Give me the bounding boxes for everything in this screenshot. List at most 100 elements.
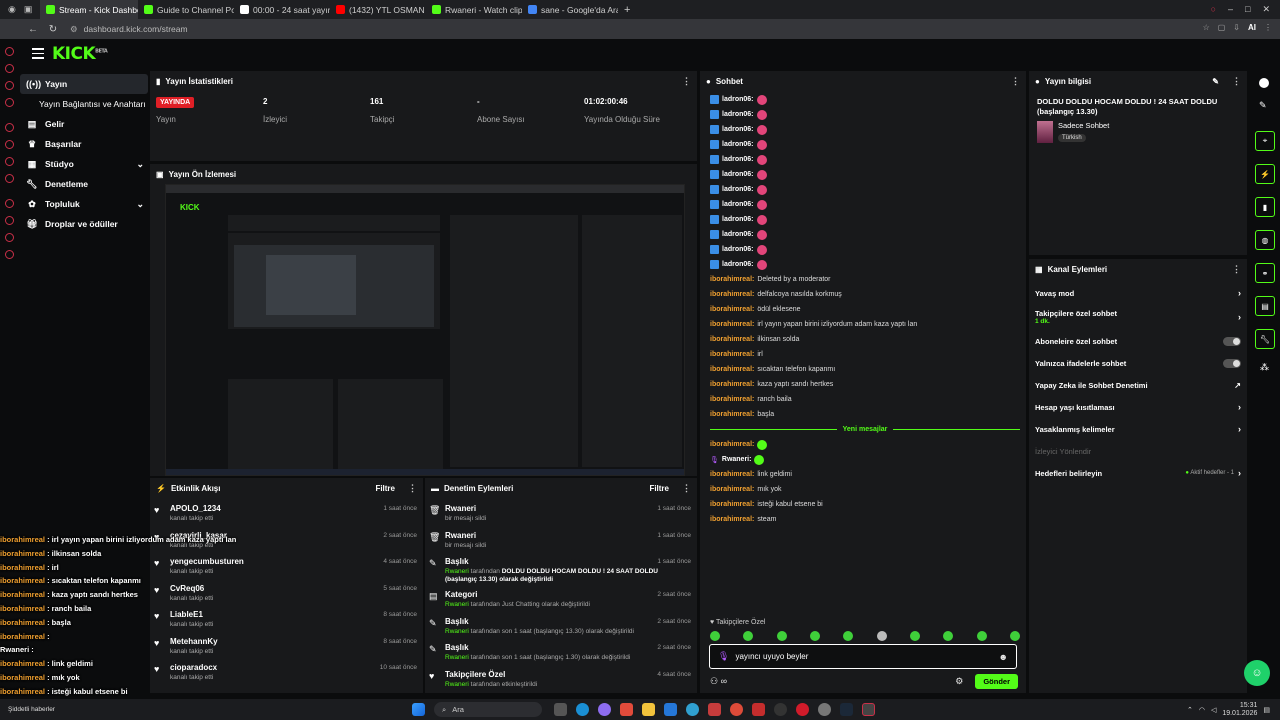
opera-icon[interactable] [796, 703, 809, 716]
quick-emote-icon[interactable] [743, 631, 754, 641]
stats-menu-icon[interactable]: ⋮ [682, 75, 691, 86]
chat-username[interactable]: ladron06: [722, 231, 754, 238]
quick-emote-icon[interactable] [976, 631, 987, 641]
chat-username[interactable]: iborahimreal: [710, 291, 755, 298]
chat-username[interactable]: ladron06: [722, 111, 754, 118]
bookmark-11-icon[interactable] [5, 233, 14, 242]
nav-yayin[interactable]: ((•)) Yayın [20, 74, 148, 94]
taskbar-search[interactable]: ⌕ Ara [434, 702, 542, 717]
chat-username[interactable]: ladron06: [722, 201, 754, 208]
chat-username[interactable]: ladron06: [722, 96, 754, 103]
chat-username[interactable]: iborahimreal: [710, 381, 755, 388]
chrome-icon[interactable] [730, 703, 743, 716]
rail-action-4-icon[interactable]: ◍ [1255, 230, 1275, 250]
chat-username[interactable]: iborahimreal: [710, 486, 755, 493]
rail-action-3-icon[interactable]: ▮ [1255, 197, 1275, 217]
stream-info-menu-icon[interactable]: ⋮ [1232, 75, 1241, 86]
chat-input-box[interactable]: 🎙︎ yayıncı uyuyo beyler ☻ [709, 644, 1017, 669]
bookmark-4-icon[interactable] [5, 98, 14, 107]
rail-more-icon[interactable]: ⁂ [1260, 362, 1269, 372]
search-tabs-icon[interactable]: ○ [1210, 4, 1216, 14]
browser-tab[interactable]: sane - Google'da Ara [522, 0, 618, 19]
nav-basarilar[interactable]: ♛ Başarılar [20, 134, 148, 154]
nav-studyo[interactable]: ▦ Stüdyo ⌄ [20, 154, 148, 174]
kick-app-icon[interactable] [862, 703, 875, 716]
bookmark-5-icon[interactable] [5, 123, 14, 132]
nav-topluluk[interactable]: ✿ Topluluk ⌄ [20, 194, 148, 214]
category-name[interactable]: Sadece Sohbet [1058, 121, 1110, 130]
chat-username[interactable]: iborahimreal: [710, 336, 755, 343]
bookmark-1-icon[interactable] [5, 47, 14, 56]
chat-username[interactable]: ladron06: [722, 156, 754, 163]
chat-username[interactable]: ladron06: [722, 261, 754, 268]
store-icon[interactable] [664, 703, 677, 716]
nav-droplar[interactable]: 🎁︎ Droplar ve ödüller [20, 214, 148, 234]
maximize-icon[interactable]: □ [1245, 4, 1251, 14]
quick-emote-icon[interactable] [809, 631, 820, 641]
extension-icon[interactable]: ▢ [1217, 23, 1226, 32]
app-shield-icon[interactable] [708, 703, 721, 716]
moderation-menu-icon[interactable]: ⋮ [682, 482, 691, 493]
account-age-row[interactable]: Hesap yaşı kısıtlaması › [1029, 396, 1247, 418]
bookmark-9-icon[interactable] [5, 199, 14, 208]
quick-emote-icon[interactable] [710, 631, 720, 641]
chat-username[interactable]: iborahimreal: [710, 441, 755, 448]
chat-username[interactable]: ladron06: [722, 246, 754, 253]
weather-widget[interactable]: Şiddetli haberler [0, 706, 150, 713]
floating-chat-button[interactable]: ☺ [1244, 660, 1270, 686]
ai-moderation-row[interactable]: Yapay Zeka ile Sohbet Denetimi ↗ [1029, 374, 1247, 396]
quick-emote-icon[interactable] [843, 631, 854, 641]
settings-icon[interactable] [818, 703, 831, 716]
menu-icon[interactable] [32, 48, 44, 62]
browser-tab[interactable]: Guide to Channel Points [138, 0, 234, 19]
task-view-icon[interactable] [554, 703, 567, 716]
quick-emote-icon[interactable] [776, 631, 787, 641]
bookmark-2-icon[interactable] [5, 64, 14, 73]
app-red-icon[interactable] [620, 703, 633, 716]
activity-user[interactable]: LiableE1 [170, 610, 203, 619]
tray-chevron-icon[interactable]: ⌃ [1186, 706, 1193, 714]
chat-username[interactable]: iborahimreal: [710, 351, 755, 358]
community-actions-icon[interactable]: ⚇ ∞ [710, 675, 727, 686]
kick-logo[interactable]: KICKBETA [52, 44, 108, 64]
chat-username[interactable]: Rwaneri: [721, 456, 752, 463]
quick-emote-icon[interactable] [1009, 631, 1020, 641]
app-w-icon[interactable] [752, 703, 765, 716]
pencil-icon[interactable]: ✎ [1259, 100, 1267, 110]
mic-icon[interactable]: 🎙︎ [718, 651, 730, 661]
send-button[interactable]: Gönder [975, 673, 1018, 689]
browser-tab[interactable]: (1432) YTL OSMAN UKRA [330, 0, 426, 19]
activity-user[interactable]: cioparadocx [170, 663, 218, 672]
stream-preview-video[interactable]: KICK [165, 184, 685, 476]
chat-username[interactable]: ladron06: [722, 216, 754, 223]
rail-action-7-icon[interactable]: 🔧︎ [1255, 329, 1275, 349]
nav-stream-key[interactable]: Yayın Bağlantısı ve Anahtarı [39, 99, 146, 109]
channel-actions-menu-icon[interactable]: ⋮ [1232, 263, 1241, 274]
chat-username[interactable]: iborahimreal: [710, 471, 755, 478]
chat-username[interactable]: iborahimreal: [710, 276, 755, 283]
new-tab-button[interactable]: + [624, 3, 631, 16]
chat-username[interactable]: ladron06: [722, 186, 754, 193]
browser-menu-icon[interactable]: ⋮ [1264, 23, 1272, 32]
tab-list-icon[interactable]: ▣ [23, 4, 33, 14]
notifications-icon[interactable]: ▤ [1263, 706, 1270, 714]
rail-action-5-icon[interactable]: ⚭ [1255, 263, 1275, 283]
chat-username[interactable]: iborahimreal: [710, 366, 755, 373]
chat-username[interactable]: iborahimreal: [710, 501, 755, 508]
activity-user[interactable]: cezayirli_kasar [170, 530, 227, 540]
copilot-icon[interactable] [598, 703, 611, 716]
rail-action-1-icon[interactable]: ⌖ [1255, 131, 1275, 151]
bookmark-8-icon[interactable] [5, 174, 14, 183]
chat-username[interactable]: iborahimreal: [710, 396, 755, 403]
download-icon[interactable]: ⇩ [1233, 23, 1240, 32]
bookmark-6-icon[interactable] [5, 140, 14, 149]
clock[interactable]: 15:31 19.01.2026 [1222, 702, 1257, 718]
activity-filter-button[interactable]: Filtre [375, 483, 395, 493]
quick-emote-icon[interactable] [909, 631, 920, 641]
banned-words-row[interactable]: Yasaklanmış kelimeler › [1029, 418, 1247, 440]
bookmark-3-icon[interactable] [5, 81, 14, 90]
edge-browser-icon[interactable] [576, 703, 589, 716]
quick-emote-icon[interactable] [943, 631, 954, 641]
chat-username[interactable]: ladron06: [722, 126, 754, 133]
